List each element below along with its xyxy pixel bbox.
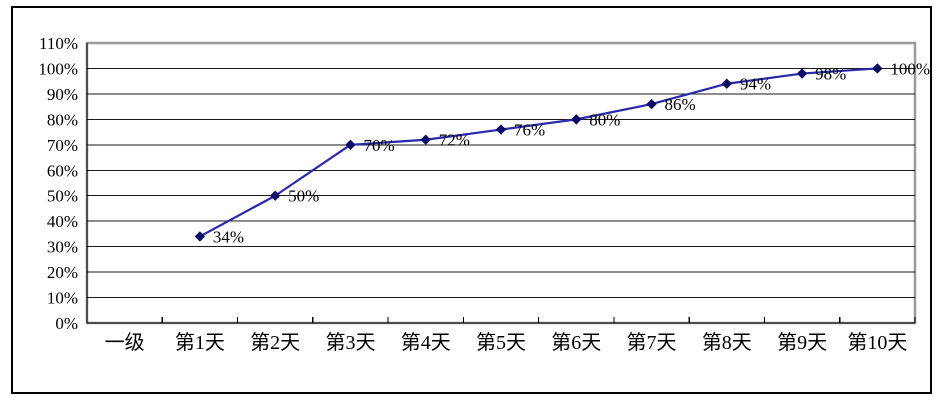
x-tick-label: 第4天 [401,331,451,354]
y-tick-label: 50% [47,187,78,206]
y-tick-label: 10% [47,289,78,308]
data-point-marker [420,134,431,145]
data-label: 100% [890,59,930,78]
plot-area-border [85,41,917,325]
chart-frame [11,6,932,394]
data-point-marker [646,98,657,110]
data-point-marker [269,190,281,201]
data-point-marker [872,63,883,74]
y-tick-label: 100% [38,59,78,78]
y-tick-label: 60% [47,161,78,180]
x-tick-label: 第8天 [702,331,752,354]
x-tick-label: 第1天 [175,331,225,354]
y-tick-label: 40% [47,212,78,231]
data-point-marker [721,78,733,89]
x-tick-label: 第3天 [325,331,375,354]
y-tick-label: 90% [47,85,78,104]
y-tick-label: 0% [55,314,78,333]
data-label: 76% [514,121,545,140]
data-point-marker [571,114,582,125]
data-label: 80% [589,110,620,129]
data-label: 86% [665,95,696,114]
x-tick-label: 一级 [105,331,145,354]
x-tick-label: 第2天 [250,331,300,354]
data-label: 70% [363,136,394,155]
y-tick-label: 80% [47,110,78,129]
y-tick-label: 70% [47,136,78,155]
y-tick-label: 30% [47,238,78,257]
x-tick-label: 第9天 [777,331,827,354]
x-tick-label: 第7天 [627,331,677,354]
data-point-marker [345,139,356,151]
data-label: 34% [213,227,244,246]
x-tick-label: 第6天 [551,331,601,354]
data-point-marker [495,124,507,135]
series-line [199,67,878,238]
data-point-marker [796,68,808,79]
y-tick-label: 20% [47,263,78,282]
y-tick-label: 110% [39,34,78,53]
data-point-marker [194,231,206,242]
data-label: 94% [740,75,771,94]
x-tick-label: 第5天 [476,331,526,354]
data-label: 98% [815,65,846,84]
x-tick-label: 第10天 [847,331,907,354]
data-label: 50% [288,187,319,206]
data-label: 72% [439,131,470,150]
